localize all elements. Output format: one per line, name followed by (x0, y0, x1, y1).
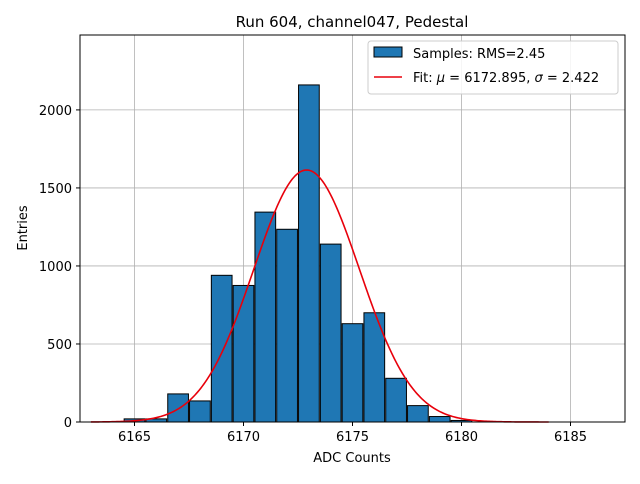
gaussian-fit-line (90, 169, 549, 423)
x-tick-label: 6170 (227, 430, 260, 445)
y-tick-label: 2000 (39, 104, 72, 119)
histogram-bar (276, 228, 298, 423)
x-tick-label: 6175 (336, 430, 369, 445)
x-tick-label: 6165 (118, 430, 151, 445)
y-tick-label: 1000 (39, 260, 72, 275)
y-axis-ticks: 0 500 1000 1500 2000 (39, 104, 80, 431)
histogram-bar (319, 243, 342, 423)
histogram-bar (210, 274, 233, 423)
legend-histogram-swatch (373, 46, 403, 58)
legend-mu-value: = 6172.895, (445, 71, 534, 86)
y-tick-label: 1500 (39, 182, 72, 197)
legend: Samples: RMS=2.45 Fit: μ = 6172.895, σ =… (367, 40, 619, 95)
histogram-bar (428, 416, 451, 423)
x-axis-label: ADC Counts (313, 451, 391, 466)
histogram-bar (298, 84, 320, 423)
chart-title: Run 604, channel047, Pedestal (236, 13, 469, 31)
legend-sigma-value: = 2.422 (543, 71, 599, 86)
legend-fit-label: Fit: μ = 6172.895, σ = 2.422 (413, 71, 599, 86)
histogram-bar (341, 323, 364, 423)
y-tick-label: 0 (64, 416, 72, 431)
legend-histogram-label: Samples: RMS=2.45 (413, 47, 545, 62)
legend-box (367, 40, 619, 95)
y-tick-label: 500 (47, 338, 72, 353)
x-axis-ticks: 6165 6170 6175 6180 6185 (118, 422, 587, 445)
histogram-bar (254, 211, 277, 423)
histogram-bar (232, 284, 255, 423)
x-tick-label: 6180 (445, 430, 478, 445)
histogram-bars (123, 84, 473, 423)
histogram-bar (189, 400, 211, 423)
x-tick-label: 6185 (554, 430, 587, 445)
y-axis-label: Entries (16, 205, 31, 251)
legend-sigma-symbol: σ (535, 71, 544, 86)
legend-fit-prefix: Fit: (413, 71, 437, 86)
histogram-bar (167, 393, 189, 423)
legend-mu-symbol: μ (436, 71, 445, 86)
histogram-bar (407, 405, 429, 423)
histogram-bar (385, 377, 407, 423)
